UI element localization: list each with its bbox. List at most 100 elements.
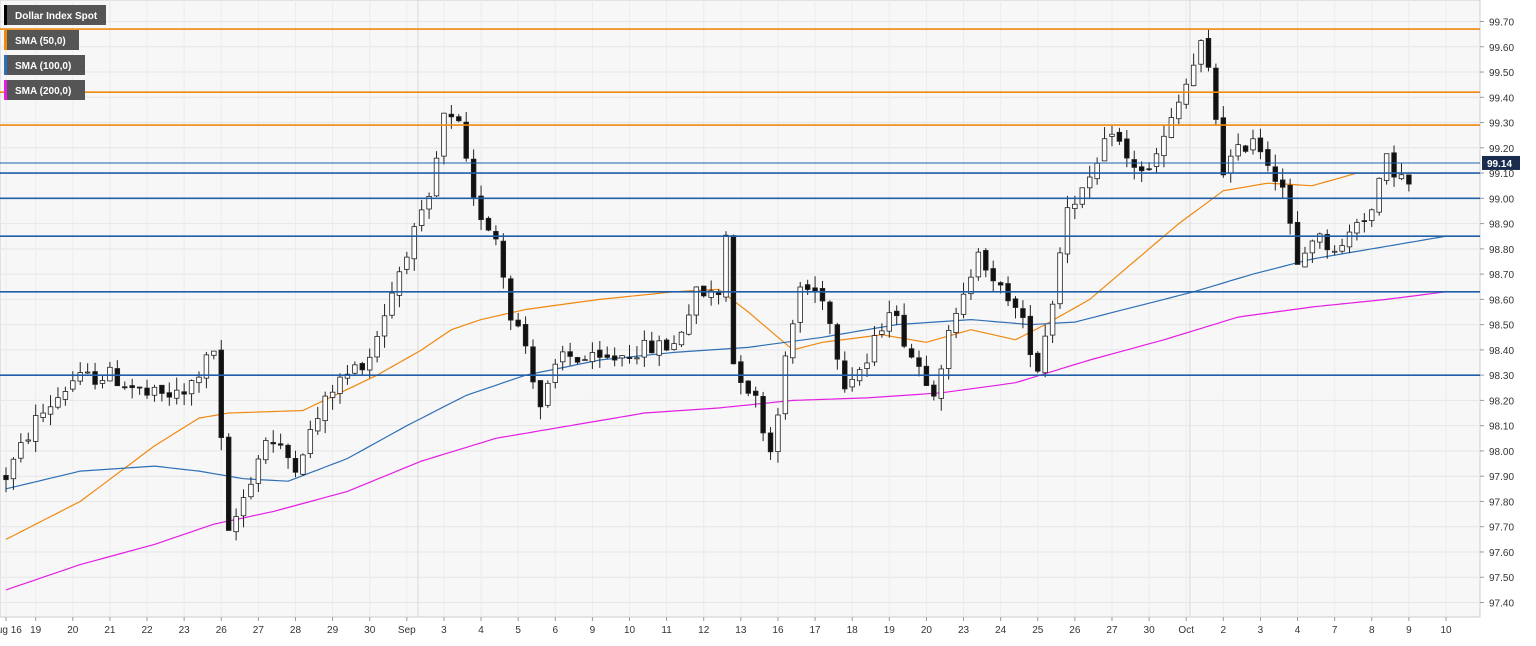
x-tick-label: 9 — [590, 625, 596, 636]
x-tick-label: 3 — [441, 625, 447, 636]
legend-swatch — [4, 80, 7, 100]
candle-down — [530, 346, 536, 383]
candle-down — [931, 384, 937, 397]
x-tick-label: Aug 16 — [0, 625, 22, 636]
x-tick-label: 13 — [735, 625, 747, 636]
candle-up — [782, 355, 789, 415]
candle-up — [1079, 187, 1085, 205]
x-tick-label: 22 — [141, 625, 153, 636]
candle-down — [1124, 138, 1130, 159]
candle-down — [470, 158, 477, 198]
candle-down — [983, 250, 989, 271]
candle-up — [545, 382, 551, 406]
candle-down — [1220, 117, 1227, 176]
candle-up — [1161, 135, 1167, 157]
x-tick-label: 30 — [1144, 625, 1156, 636]
y-tick-label: 98.30 — [1489, 371, 1514, 382]
x-tick-label: 16 — [772, 625, 784, 636]
candle-down — [626, 357, 633, 359]
candle-down — [916, 357, 922, 367]
sma-100-line — [5, 235, 1447, 490]
y-tick-label: 97.90 — [1489, 472, 1514, 483]
candle-down — [760, 396, 766, 434]
candle-down — [1324, 234, 1330, 251]
candle-up — [968, 276, 974, 295]
candle-up — [953, 312, 959, 333]
candle-down — [1146, 168, 1152, 171]
legend-swatch — [4, 30, 7, 50]
candle-down — [894, 310, 900, 317]
candle-up — [634, 357, 640, 360]
candle-up — [1317, 233, 1323, 243]
candle-up — [1198, 40, 1204, 65]
candle-down — [663, 339, 670, 351]
candle-up — [708, 290, 714, 298]
y-tick-label: 99.40 — [1489, 93, 1514, 104]
candle-down — [730, 235, 737, 365]
candle-down — [225, 436, 232, 531]
last-price-badge — [1482, 155, 1520, 170]
candle-up — [1346, 231, 1353, 248]
candle-down — [1257, 137, 1264, 153]
candle-up — [1369, 209, 1375, 221]
candle-up — [344, 373, 351, 379]
y-tick-label: 99.30 — [1489, 119, 1514, 130]
candle-down — [522, 324, 529, 347]
candle-up — [886, 312, 892, 332]
last-price-label: 99.14 — [1487, 159, 1512, 170]
candle-down — [92, 371, 98, 385]
candle-down — [715, 291, 722, 296]
candle-down — [136, 386, 143, 389]
candle-down — [1012, 298, 1019, 308]
candle-up — [211, 350, 217, 356]
candle-down — [359, 363, 365, 371]
x-tick-label: 27 — [253, 625, 265, 636]
candle-down — [122, 386, 128, 389]
x-tick-label: 9 — [1406, 625, 1412, 636]
candle-down — [500, 240, 507, 278]
x-tick-label: 6 — [552, 625, 558, 636]
candle-up — [1109, 133, 1115, 137]
candle-up — [1235, 144, 1241, 157]
x-tick-label: Sep — [398, 625, 416, 636]
candle-up — [107, 366, 113, 382]
candle-up — [10, 458, 17, 480]
x-tick-label: 25 — [1032, 625, 1044, 636]
x-tick-label: 28 — [290, 625, 302, 636]
x-tick-label: 17 — [810, 625, 822, 636]
candle-up — [233, 516, 239, 533]
candle-up — [1042, 335, 1048, 374]
candle-down — [166, 392, 173, 398]
candle-down — [567, 351, 573, 357]
candle-up — [945, 330, 952, 369]
y-tick-label: 99.00 — [1489, 194, 1514, 205]
candle-down — [144, 387, 150, 396]
candle-down — [114, 368, 121, 387]
candle-up — [337, 376, 343, 394]
candle-down — [997, 282, 1004, 286]
x-tick-label: 20 — [921, 625, 933, 636]
sma-200-line — [5, 291, 1447, 591]
candle-up — [1228, 155, 1234, 174]
candle-down — [752, 390, 759, 396]
candle-up — [389, 292, 395, 316]
candle-down — [745, 380, 751, 394]
candle-up — [174, 389, 180, 399]
candle-up — [723, 234, 729, 298]
candle-up — [151, 386, 158, 396]
candle-down — [1242, 145, 1249, 152]
candle-up — [1101, 138, 1108, 162]
candle-up — [693, 286, 700, 316]
candle-down — [738, 361, 744, 383]
x-tick-label: 12 — [698, 625, 710, 636]
legend-swatch — [4, 55, 7, 75]
y-tick-label: 97.50 — [1489, 573, 1514, 584]
candle-up — [433, 157, 440, 197]
candle-down — [478, 195, 484, 221]
candle-down — [218, 349, 224, 438]
candle-down — [812, 287, 818, 292]
candle-down — [463, 121, 469, 159]
candle-down — [1213, 67, 1219, 120]
candle-down — [485, 217, 492, 231]
candle-up — [396, 271, 403, 296]
